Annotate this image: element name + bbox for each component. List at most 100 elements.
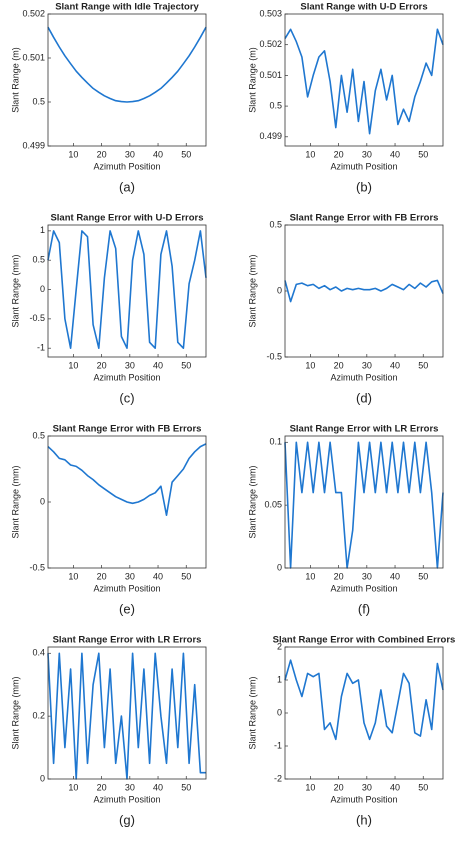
x-tick-label: 30 bbox=[125, 149, 135, 159]
subplot: -0.5 0 0.5 10 20 30 40 50 Slant Range Error with… bbox=[247, 213, 444, 405]
data-line bbox=[47, 443, 207, 516]
caption: (b) bbox=[356, 179, 372, 194]
x-tick-label: 40 bbox=[390, 571, 400, 581]
x-tick-label: 40 bbox=[153, 782, 163, 792]
x-tick-label: 10 bbox=[305, 571, 315, 581]
y-axis-label: Slant Range (mm) bbox=[10, 465, 20, 538]
x-tick-label: 20 bbox=[97, 149, 107, 159]
y-axis-label: Slant Range (mm) bbox=[247, 254, 257, 327]
y-axis-label: Slant Range (m) bbox=[247, 47, 257, 113]
axes-box bbox=[284, 224, 444, 358]
x-tick-label: 10 bbox=[305, 149, 315, 159]
chart-title: Slant Range Error with Combined Errors bbox=[273, 635, 456, 646]
x-tick-label: 20 bbox=[334, 571, 344, 581]
x-axis-label: Azimuth Position bbox=[93, 583, 160, 593]
axes-box bbox=[284, 435, 444, 569]
chart-title: Slant Range Error with LR Errors bbox=[53, 635, 202, 646]
x-axis-label: Azimuth Position bbox=[93, 794, 160, 804]
x-tick-label: 20 bbox=[97, 782, 107, 792]
data-line bbox=[47, 230, 207, 349]
y-tick-label: 0.503 bbox=[259, 8, 282, 18]
x-tick-label: 20 bbox=[97, 571, 107, 581]
x-axis-label: Azimuth Position bbox=[330, 372, 397, 382]
x-tick-label: 30 bbox=[125, 571, 135, 581]
y-tick-label: 0.5 bbox=[32, 96, 45, 106]
x-tick-label: 50 bbox=[181, 782, 191, 792]
chart-title: Slant Range Error with U-D Errors bbox=[50, 213, 203, 224]
subplot: 0 0.2 0.4 10 20 30 40 50 Slant Range Error with … bbox=[10, 635, 207, 827]
x-axis-label: Azimuth Position bbox=[93, 372, 160, 382]
data-line bbox=[47, 26, 207, 103]
y-axis-label: Slant Range (m) bbox=[10, 47, 20, 113]
y-axis-label: Slant Range (mm) bbox=[247, 676, 257, 749]
x-tick-label: 20 bbox=[334, 149, 344, 159]
plot-area bbox=[48, 225, 206, 357]
y-tick-label: 0 bbox=[40, 773, 45, 783]
y-tick-label: 1 bbox=[40, 225, 45, 235]
y-tick-label: -0.5 bbox=[29, 313, 45, 323]
x-tick-label: 40 bbox=[153, 360, 163, 370]
y-tick-label: -1 bbox=[274, 740, 282, 750]
subplot: 0 0.05 0.1 10 20 30 40 50 Slant Range Error with… bbox=[247, 424, 444, 616]
y-tick-label: -2 bbox=[274, 773, 282, 783]
x-tick-label: 30 bbox=[125, 782, 135, 792]
x-tick-label: 50 bbox=[181, 149, 191, 159]
subplot: -0.5 0 0.5 10 20 30 40 50 Slant Range Error with… bbox=[10, 424, 207, 616]
x-tick-label: 30 bbox=[362, 149, 372, 159]
x-tick-label: 10 bbox=[68, 782, 78, 792]
y-tick-label: 0.5 bbox=[32, 430, 45, 440]
axes-box bbox=[47, 646, 207, 780]
y-tick-label: 0 bbox=[277, 562, 282, 572]
chart-title: Slant Range Error with FB Errors bbox=[53, 424, 202, 435]
y-tick-label: 0.05 bbox=[264, 500, 282, 510]
subplot: 0.499 0.5 0.501 0.502 0.503 10 20 30 40 50 Slant R… bbox=[247, 2, 444, 194]
y-axis-label: Slant Range (mm) bbox=[247, 465, 257, 538]
chart-title: Slant Range with U-D Errors bbox=[300, 2, 427, 13]
x-tick-label: 10 bbox=[68, 571, 78, 581]
y-tick-label: 0.499 bbox=[259, 131, 282, 141]
x-tick-label: 10 bbox=[68, 360, 78, 370]
y-tick-label: 2 bbox=[277, 641, 282, 651]
x-tick-label: 30 bbox=[362, 782, 372, 792]
data-line bbox=[284, 28, 444, 135]
x-tick-label: 40 bbox=[390, 149, 400, 159]
y-tick-label: 0.501 bbox=[22, 52, 45, 62]
y-axis-label: Slant Range (mm) bbox=[10, 254, 20, 327]
subplot: -2 -1 0 1 2 10 20 30 40 50 Slant Range Error with … bbox=[247, 635, 455, 828]
x-tick-label: 30 bbox=[362, 360, 372, 370]
axes-box bbox=[284, 646, 444, 780]
caption: (c) bbox=[119, 390, 134, 405]
y-tick-label: 0.501 bbox=[259, 70, 282, 80]
y-tick-label: 0.5 bbox=[269, 219, 282, 229]
plot-area bbox=[285, 14, 443, 146]
caption: (g) bbox=[119, 812, 135, 827]
axes-box bbox=[47, 224, 207, 358]
plot-area bbox=[48, 14, 206, 146]
subplot: 0.499 0.5 0.501 0.502 10 20 30 40 50 Slant Range … bbox=[10, 2, 207, 194]
y-tick-label: 0.5 bbox=[32, 255, 45, 265]
plot-area bbox=[285, 225, 443, 357]
y-tick-label: 0.4 bbox=[32, 648, 45, 658]
x-tick-label: 30 bbox=[125, 360, 135, 370]
x-tick-label: 50 bbox=[418, 360, 428, 370]
chart-title: Slant Range Error with LR Errors bbox=[290, 424, 439, 435]
x-tick-label: 10 bbox=[68, 149, 78, 159]
x-axis-label: Azimuth Position bbox=[93, 161, 160, 171]
axes-box bbox=[47, 435, 207, 569]
caption: (f) bbox=[358, 601, 370, 616]
x-tick-label: 30 bbox=[362, 571, 372, 581]
axes-box bbox=[47, 13, 207, 147]
y-tick-label: 0.502 bbox=[22, 8, 45, 18]
x-tick-label: 50 bbox=[418, 782, 428, 792]
x-axis-label: Azimuth Position bbox=[330, 583, 397, 593]
x-axis-label: Azimuth Position bbox=[330, 794, 397, 804]
x-tick-label: 50 bbox=[181, 571, 191, 581]
y-tick-label: -0.5 bbox=[266, 351, 282, 361]
x-tick-label: 20 bbox=[334, 782, 344, 792]
x-tick-label: 50 bbox=[181, 360, 191, 370]
y-tick-label: 0.499 bbox=[22, 140, 45, 150]
y-tick-label: 0.2 bbox=[32, 711, 45, 721]
x-tick-label: 50 bbox=[418, 571, 428, 581]
x-tick-label: 10 bbox=[305, 782, 315, 792]
